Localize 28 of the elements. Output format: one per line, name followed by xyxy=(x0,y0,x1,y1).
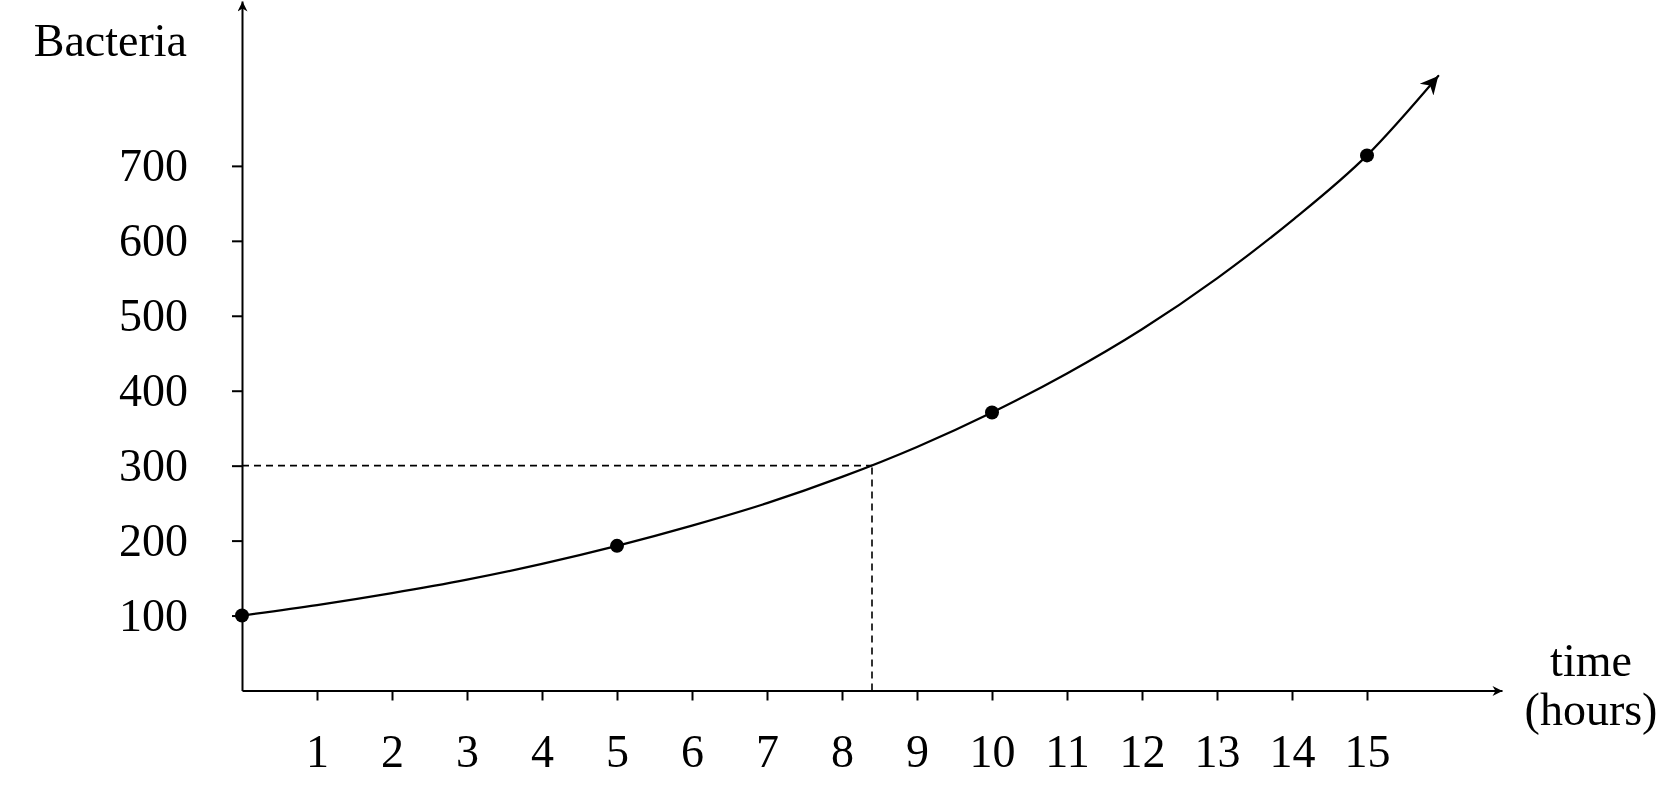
x-tick-label: 9 xyxy=(906,726,929,778)
x-tick-label: 15 xyxy=(1344,726,1391,778)
x-tick-label: 2 xyxy=(381,726,404,778)
x-tick-label: 8 xyxy=(831,726,854,778)
point xyxy=(985,405,999,420)
x-tick-label: 6 xyxy=(681,726,704,778)
x-tick-label: 5 xyxy=(606,726,629,778)
y-tick-label: 700 xyxy=(119,140,188,192)
y-tick-label: 600 xyxy=(119,215,188,267)
point xyxy=(610,538,624,553)
x-tick-label: 1 xyxy=(306,726,329,778)
x-tick-label: 10 xyxy=(969,726,1016,778)
x-tick-label: 4 xyxy=(531,726,554,778)
x-tick-label: 7 xyxy=(756,726,779,778)
x-tick-label: 12 xyxy=(1119,726,1166,778)
x-tick-label: 3 xyxy=(456,726,479,778)
point xyxy=(235,608,249,623)
x-tick-label: 13 xyxy=(1194,726,1241,778)
x-axis-title: time (hours) xyxy=(1524,635,1658,735)
point xyxy=(1360,148,1374,163)
y-tick-label: 500 xyxy=(119,289,188,341)
y-tick-label: 300 xyxy=(119,439,188,491)
y-tick-label: 400 xyxy=(119,364,188,416)
y-tick-label: 100 xyxy=(119,589,188,641)
x-tick-label: 14 xyxy=(1269,726,1316,778)
y-tick-label: 200 xyxy=(119,514,188,566)
x-tick-label: 11 xyxy=(1045,726,1090,778)
y-axis-title: Bacteria xyxy=(33,15,187,66)
